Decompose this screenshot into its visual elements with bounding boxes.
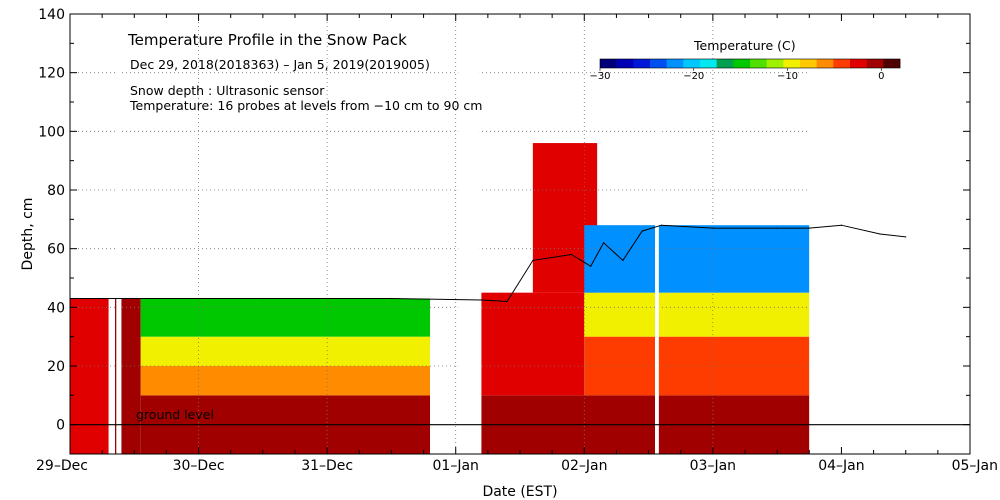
snow-depth-point — [660, 224, 663, 226]
heatmap-cell — [70, 298, 109, 454]
colorbar: Temperature (C) −30 −20 −10 0 — [589, 38, 901, 82]
data-gap — [655, 14, 659, 454]
colorbar-swatch — [883, 59, 901, 68]
snow-depth-point — [840, 224, 843, 226]
chart-subtitle: Dec 29, 2018(2018363) – Jan 5, 2019(2019… — [130, 57, 430, 72]
snow-depth-point — [532, 259, 534, 261]
x-axis-title: Date (EST) — [482, 484, 557, 500]
colorbar-swatch — [833, 59, 851, 68]
heatmap-cell — [584, 225, 810, 293]
heatmap-cell — [584, 292, 810, 337]
x-tick-label: 01–Jan — [433, 458, 479, 474]
snow-depth-point — [776, 227, 778, 229]
colorbar-swatch — [733, 59, 751, 68]
data-gap — [809, 14, 970, 454]
colorbar-swatch — [616, 59, 634, 68]
y-tick-label: 140 — [38, 7, 65, 23]
y-tick-label: 100 — [38, 124, 65, 140]
snow-depth-point — [905, 236, 907, 238]
snow-depth-point — [590, 265, 592, 267]
x-tick-label: 30–Dec — [173, 458, 225, 474]
snow-depth-point — [262, 297, 264, 300]
heatmap-cell — [140, 336, 430, 366]
snow-depth-point — [602, 242, 605, 244]
snow-depth-point — [622, 259, 624, 261]
annotation-snow-depth: Snow depth : Ultrasonic sensor — [130, 83, 325, 98]
colorbar-frame — [599, 58, 901, 69]
y-tick-label: 80 — [47, 183, 65, 199]
data-gap — [116, 14, 122, 454]
x-ticks: 29–Dec 30–Dec 31–Dec 01–Jan 02–Jan 03–Jan 04–J… — [36, 14, 998, 474]
x-tick-label: 04–Jan — [818, 458, 864, 474]
colorbar-swatch — [850, 59, 867, 68]
snow-depth-point — [197, 297, 200, 300]
colorbar-swatch — [866, 59, 884, 68]
chart-title: Temperature Profile in the Snow Pack — [127, 31, 407, 49]
snow-depth-point — [570, 253, 573, 256]
colorbar-tick-label: −30 — [589, 71, 610, 82]
data-gap — [458, 14, 479, 454]
x-tick-label: 02–Jan — [561, 458, 607, 474]
x-tick-label: 29–Dec — [36, 458, 88, 474]
snow-depth-point — [506, 300, 508, 303]
ground-level-label: ground level — [136, 407, 214, 422]
colorbar-swatch — [783, 59, 801, 68]
colorbar-swatch — [683, 59, 701, 68]
snow-depth-point — [712, 227, 714, 229]
y-tick-label: 20 — [47, 359, 65, 375]
colorbar-swatch — [700, 59, 717, 68]
colorbar-swatch — [800, 59, 817, 68]
annotation-temperature: Temperature: 16 probes at levels from −1… — [129, 98, 482, 113]
y-tick-label: 0 — [56, 418, 65, 434]
snow-depth-point — [480, 299, 483, 301]
colorbar-swatch — [766, 59, 784, 68]
colorbar-swatch — [633, 59, 651, 68]
colorbar-tick-label: −20 — [683, 71, 704, 82]
colorbar-tick-label: 0 — [878, 71, 884, 82]
colorbar-title: Temperature (C) — [693, 38, 796, 53]
heatmap-cell — [140, 366, 430, 396]
heatmap-layer — [70, 143, 810, 454]
x-tick-label: 03–Jan — [690, 458, 736, 474]
colorbar-swatch — [600, 59, 617, 68]
colorbar-swatch — [650, 59, 667, 68]
heatmap-cell — [481, 292, 585, 396]
snow-depth-point — [133, 297, 135, 300]
heatmap-cell — [584, 336, 810, 396]
y-axis-title: Depth, cm — [20, 198, 36, 271]
colorbar-swatch — [666, 59, 684, 68]
colorbar-swatch — [750, 59, 767, 68]
x-tick-label: 05–Jan — [952, 458, 998, 474]
snow-depth-point — [879, 233, 881, 235]
y-tick-label: 60 — [47, 242, 65, 258]
snow-depth-point — [808, 227, 810, 229]
colorbar-swatch — [816, 59, 834, 68]
heatmap-cell — [140, 298, 430, 337]
colorbar-swatch — [716, 59, 734, 68]
data-gap-layer — [116, 14, 970, 454]
x-tick-label: 31–Dec — [301, 458, 353, 474]
y-tick-label: 40 — [47, 300, 65, 316]
y-ticks: 0 20 40 60 80 100 120 140 — [38, 7, 970, 455]
colorbar-ticks: −30 −20 −10 0 — [589, 68, 884, 82]
snow-depth-point — [641, 230, 643, 232]
colorbar-tick-label: −10 — [777, 71, 798, 82]
colorbar-swatches — [599, 58, 901, 69]
snow-depth-point — [326, 297, 328, 300]
snow-depth-point — [390, 297, 393, 300]
y-tick-label: 120 — [38, 66, 65, 82]
